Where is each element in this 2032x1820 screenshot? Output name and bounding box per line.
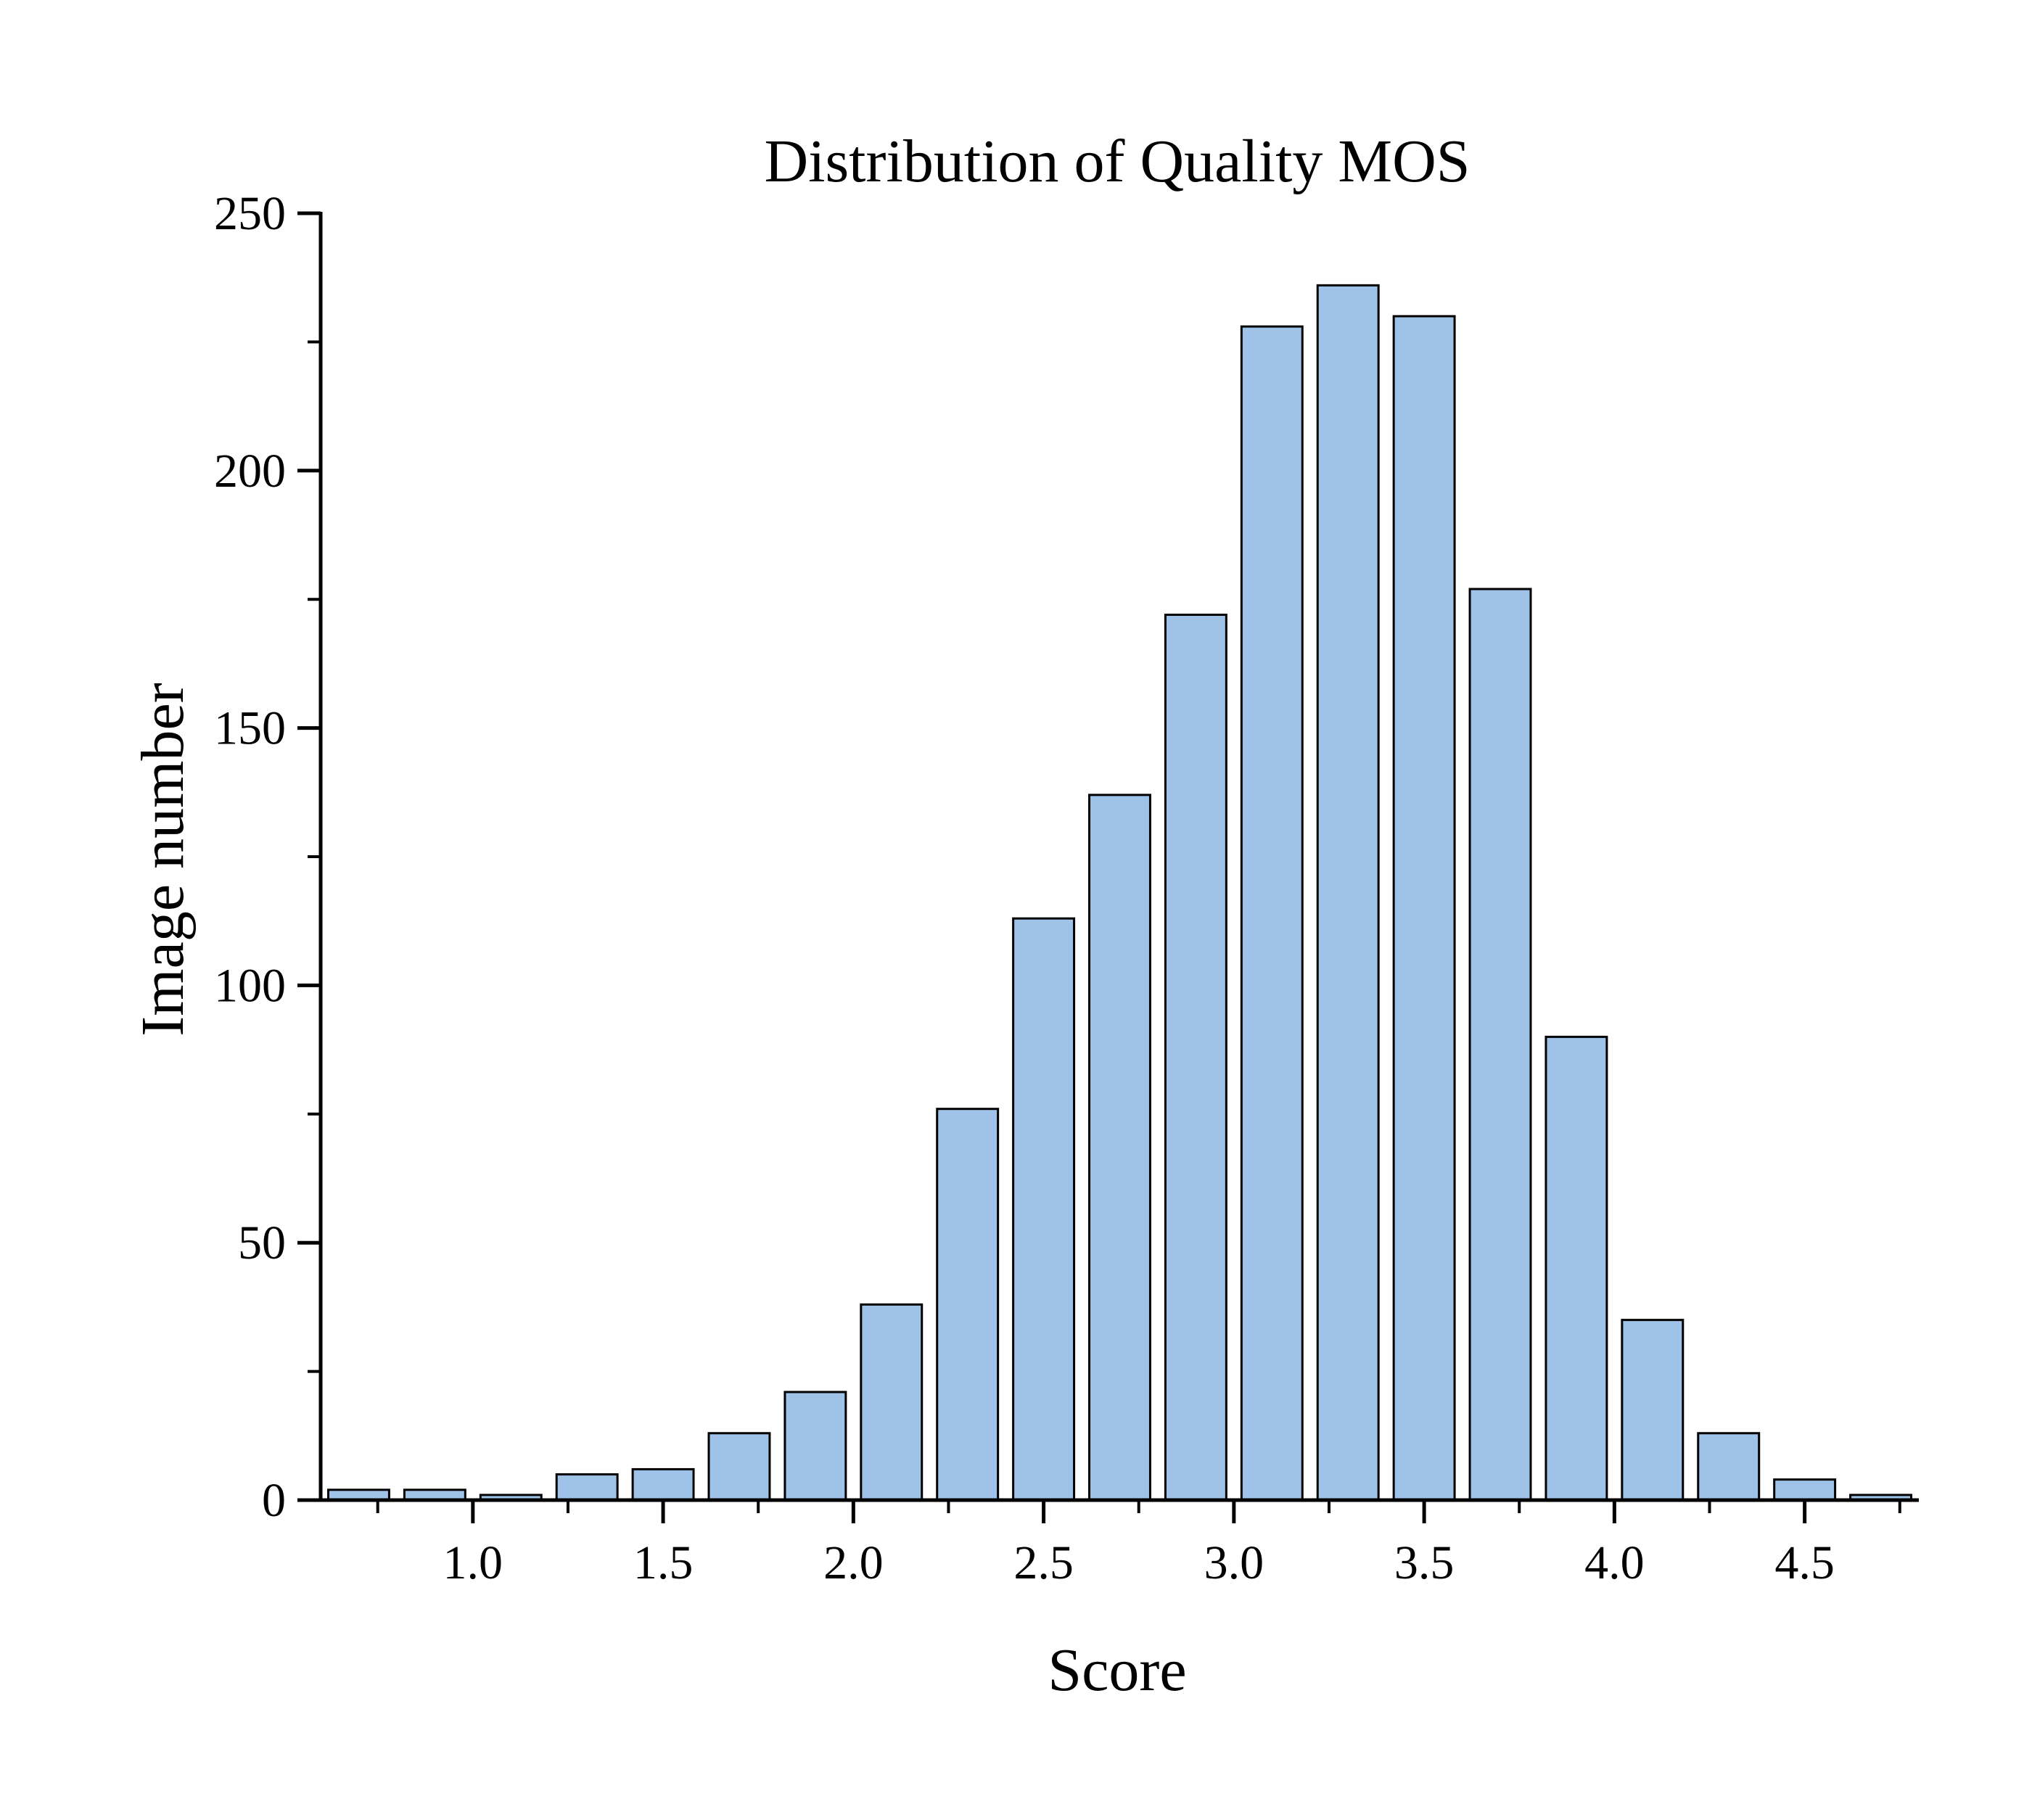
histogram-bar [1773,1478,1837,1502]
histogram-bar [783,1391,847,1502]
x-tick-label: 4.5 [1774,1536,1835,1589]
histogram-bar [936,1108,1000,1502]
chart-title: Distribution of Quality MOS [764,128,1470,195]
x-tick-label: 1.0 [443,1536,503,1589]
histogram-bar [1697,1432,1761,1502]
histogram-bar [1088,794,1151,1502]
ticks-group: 0 50 100 150 200 250 1.0 1.5 2.0 2.5 3.0 3.5 4.0 4.5 [214,187,1901,1589]
y-tick-label: 200 [214,445,286,498]
histogram-bar [631,1467,695,1502]
histogram-bar [1012,917,1076,1502]
x-axis-label: Score [1048,1636,1186,1704]
x-tick-label: 3.5 [1394,1536,1455,1589]
histogram-bar [1164,613,1227,1502]
histogram-bar [860,1303,924,1502]
y-tick-label: 50 [238,1216,286,1269]
histogram-bar [1544,1035,1608,1502]
y-tick-label: 100 [214,959,286,1012]
histogram-bar [1240,325,1304,1502]
histogram-bar [555,1473,619,1502]
histogram-bar [1316,284,1380,1502]
histogram-bar [1468,588,1532,1502]
y-tick-label: 250 [214,187,286,240]
x-tick-label: 1.5 [633,1536,694,1589]
x-tick-label: 2.5 [1013,1536,1074,1589]
x-tick-label: 3.0 [1204,1536,1264,1589]
bars-group [326,284,1913,1502]
y-tick-label: 150 [214,702,286,755]
y-tick-label: 0 [262,1474,286,1527]
x-tick-label: 2.0 [823,1536,884,1589]
histogram-bar [707,1432,771,1502]
histogram-bar [1392,315,1456,1502]
histogram-bar [1621,1319,1685,1502]
x-tick-label: 4.0 [1584,1536,1645,1589]
y-axis-label: Image number [129,683,197,1036]
